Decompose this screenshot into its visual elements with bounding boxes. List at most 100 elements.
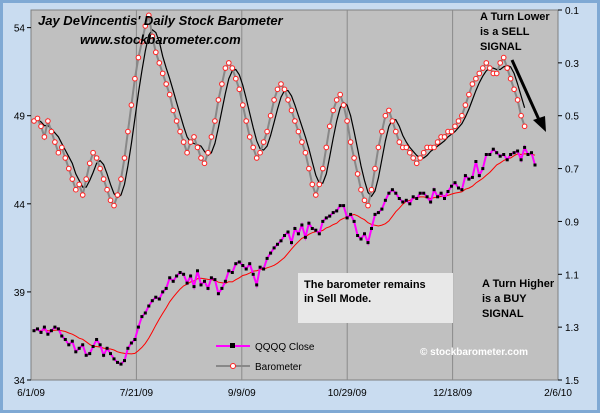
right-tick-label: 0.1 bbox=[565, 6, 579, 17]
right-tick-label: 0.5 bbox=[565, 112, 579, 123]
barometer-point bbox=[118, 176, 124, 182]
qqqq-close-point bbox=[56, 327, 60, 331]
qqqq-close-point bbox=[192, 285, 196, 289]
qqqq-close-point bbox=[495, 151, 499, 155]
qqqq-close-point bbox=[422, 191, 426, 195]
qqqq-close-point bbox=[251, 272, 255, 276]
barometer-point bbox=[260, 139, 267, 145]
plot-area bbox=[30, 9, 559, 381]
qqqq-close-point bbox=[415, 197, 419, 200]
qqqq-close-point bbox=[345, 216, 349, 220]
sell-annotation-line-1: A Turn Lower bbox=[480, 11, 550, 23]
barometer-point bbox=[38, 123, 44, 130]
qqqq-close-point bbox=[88, 352, 92, 356]
qqqq-close-point bbox=[457, 186, 460, 190]
qqqq-close-point bbox=[335, 209, 339, 213]
qqqq-close-point bbox=[223, 279, 227, 283]
barometer-point bbox=[295, 128, 302, 135]
right-tick-label: 0.7 bbox=[565, 165, 579, 176]
barometer-point bbox=[511, 86, 517, 93]
qqqq-close-point bbox=[498, 154, 502, 158]
barometer-point bbox=[309, 181, 316, 188]
barometer-point bbox=[149, 33, 156, 40]
qqqq-close-point bbox=[109, 352, 112, 356]
qqqq-close-point bbox=[269, 251, 273, 255]
barometer-point bbox=[100, 176, 107, 182]
qqqq-close-point bbox=[411, 195, 415, 199]
qqqq-close-point bbox=[203, 279, 206, 283]
right-tick-label: 1.5 bbox=[565, 376, 579, 387]
qqqq-close-point bbox=[98, 343, 102, 347]
qqqq-close-point bbox=[182, 272, 186, 276]
barometer-point bbox=[198, 155, 204, 161]
qqqq-close-point bbox=[126, 346, 130, 350]
qqqq-close-point bbox=[272, 246, 276, 250]
barometer-point bbox=[139, 38, 145, 45]
barometer-point bbox=[48, 128, 55, 135]
qqqq-close-point bbox=[279, 239, 283, 243]
barometer-point bbox=[521, 123, 528, 130]
barometer-point bbox=[86, 160, 93, 167]
barometer-point bbox=[79, 192, 86, 198]
qqqq-close-point bbox=[53, 325, 57, 329]
qqqq-close-point bbox=[32, 329, 36, 333]
barometer-point bbox=[441, 134, 448, 140]
barometer-point bbox=[45, 118, 51, 124]
qqqq-close-point bbox=[491, 147, 495, 151]
qqqq-close-point bbox=[453, 181, 457, 185]
x-tick-label: 6/1/09 bbox=[17, 388, 45, 399]
barometer-point bbox=[73, 186, 79, 193]
qqqq-close-point bbox=[46, 332, 50, 336]
qqqq-close-point bbox=[209, 276, 213, 280]
barometer-point bbox=[420, 149, 427, 156]
barometer-point bbox=[372, 165, 378, 172]
qqqq-close-point bbox=[119, 362, 123, 366]
qqqq-close-point bbox=[429, 200, 433, 204]
barometer-point bbox=[340, 102, 347, 108]
barometer-point bbox=[278, 81, 284, 87]
qqqq-close-point bbox=[310, 227, 314, 230]
qqqq-close-point bbox=[363, 232, 366, 236]
buy-annotation-line-1: A Turn Higher bbox=[482, 278, 555, 290]
qqqq-close-series bbox=[32, 144, 537, 366]
qqqq-close-point bbox=[234, 262, 238, 266]
qqqq-close-point bbox=[63, 338, 67, 341]
barometer-point bbox=[337, 91, 344, 98]
qqqq-close-point bbox=[185, 281, 189, 285]
qqqq-close-point bbox=[446, 190, 450, 193]
qqqq-close-point bbox=[136, 325, 140, 329]
barometer-point bbox=[389, 118, 396, 124]
barometer-point bbox=[361, 197, 368, 204]
qqqq-close-point bbox=[265, 256, 269, 260]
qqqq-close-point bbox=[178, 271, 182, 274]
qqqq-close-point bbox=[91, 345, 95, 348]
barometer-point bbox=[285, 97, 291, 103]
qqqq-close-point bbox=[262, 267, 266, 271]
qqqq-close-point bbox=[443, 197, 446, 200]
barometer-point bbox=[344, 118, 350, 124]
barometer-point bbox=[219, 81, 225, 87]
qqqq-close-point bbox=[425, 195, 429, 199]
qqqq-close-point bbox=[338, 204, 342, 208]
left-tick-label: 44 bbox=[14, 200, 26, 211]
qqqq-close-point bbox=[161, 290, 165, 294]
barometer-point bbox=[215, 97, 222, 103]
barometer-point bbox=[452, 123, 458, 130]
barometer-point bbox=[41, 134, 48, 140]
qqqq-moving-average-line bbox=[33, 153, 536, 355]
barometer-point bbox=[236, 86, 243, 93]
qqqq-close-point bbox=[467, 177, 471, 181]
barometer-point bbox=[413, 160, 420, 167]
barometer-point bbox=[156, 60, 163, 66]
qqqq-close-point bbox=[154, 295, 158, 299]
qqqq-close-point bbox=[526, 153, 530, 156]
qqqq-close-point bbox=[359, 237, 363, 241]
barometer-point bbox=[431, 144, 437, 151]
qqqq-close-point bbox=[432, 188, 436, 192]
qqqq-close-point bbox=[42, 325, 46, 329]
barometer-point bbox=[240, 102, 246, 108]
qqqq-close-point bbox=[418, 191, 422, 195]
qqqq-close-point bbox=[387, 191, 391, 195]
qqqq-close-point bbox=[502, 153, 506, 156]
